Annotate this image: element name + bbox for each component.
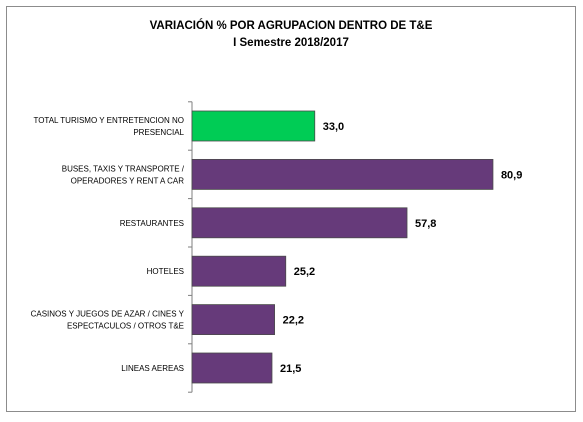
bar [191,207,408,239]
category-label: CASINOS Y JUEGOS DE AZAR / CINES Y ESPECT… [31,310,185,331]
value-label: 22,2 [283,315,304,327]
value-label: 21,5 [280,363,301,375]
value-label: 33,0 [323,121,344,133]
bar [191,304,275,336]
category-label: TOTAL TURISMO Y ENTRETENCION NO PRESENCIA… [33,116,184,137]
bar [191,110,316,142]
chart-plot: 33,0 TOTAL TURISMO Y ENTRETENCION NO PRESE… [31,101,522,393]
bar [191,255,287,287]
chart-frame: 33,0 TOTAL TURISMO Y ENTRETENCION NO PRESE… [6,6,576,412]
bar [191,352,273,384]
category-label: BUSES, TAXIS Y TRANSPORTE / OPERADORES Y … [62,164,185,185]
chart-subtitle: I Semestre 2018/2017 [233,37,349,49]
category-label: HOTELES [147,267,184,276]
category-label: LINEAS AEREAS [121,364,184,373]
chart-title: VARIACIÓN % POR AGRUPACION DENTRO DE T&E [149,20,433,32]
category-label: RESTAURANTES [120,219,184,228]
bar [191,158,494,190]
value-label: 57,8 [415,218,436,230]
value-label: 25,2 [294,266,315,278]
value-label: 80,9 [501,169,522,181]
